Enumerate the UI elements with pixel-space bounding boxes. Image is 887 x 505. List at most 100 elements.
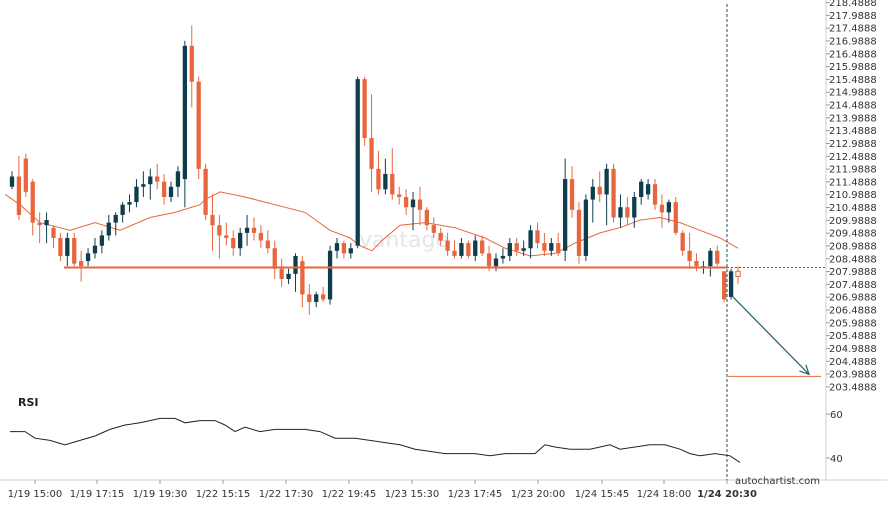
price-tick-label: 203.4888 <box>829 382 877 393</box>
candle-body <box>459 243 464 256</box>
price-tick-label: 217.4888 <box>829 24 877 35</box>
candle <box>528 225 533 259</box>
candle <box>632 191 637 228</box>
candle-body <box>535 230 540 244</box>
price-tick-label: 208.9888 <box>829 241 877 252</box>
candle <box>417 186 423 226</box>
candle <box>127 194 132 213</box>
price-tick-label: 215.9888 <box>829 62 877 73</box>
price-tick-label: 211.9888 <box>829 165 877 176</box>
candle <box>217 214 222 259</box>
candle <box>459 237 464 259</box>
candle-body <box>708 250 713 267</box>
candle-body <box>362 79 367 139</box>
candle-body <box>556 243 561 254</box>
price-tick-label: 210.4888 <box>829 203 877 214</box>
price-tick-label: 209.9888 <box>829 216 877 227</box>
candle-body <box>244 227 250 233</box>
candle <box>300 255 305 308</box>
time-tick-label: 1/19 19:30 <box>133 489 187 500</box>
candle-body <box>632 196 637 218</box>
candle-body <box>493 258 499 267</box>
candle-body <box>30 181 35 223</box>
candle <box>369 94 374 192</box>
candle <box>58 232 63 262</box>
candle <box>231 230 236 256</box>
candle <box>92 237 98 259</box>
candle-body <box>141 184 146 187</box>
candle <box>549 237 554 256</box>
candle-body <box>265 240 270 249</box>
candle-body <box>16 176 22 215</box>
candle-body <box>85 253 91 262</box>
time-axis: 1/19 15:00 1/19 17:15 1/19 19:30 1/22 15:15… <box>8 480 757 500</box>
candle <box>203 163 208 221</box>
rsi-line <box>10 417 741 463</box>
candle <box>424 207 430 231</box>
candle <box>307 284 312 315</box>
candle-body <box>314 294 319 303</box>
candle <box>320 286 326 303</box>
candle-body <box>728 271 734 297</box>
candle <box>556 232 561 256</box>
candle <box>224 222 229 246</box>
candle-body <box>341 243 347 254</box>
price-tick-label: 204.9888 <box>829 344 877 355</box>
candle-body <box>78 261 84 267</box>
time-tick-label: 1/19 15:00 <box>8 489 62 500</box>
candle <box>341 240 347 259</box>
moving-average <box>4 191 739 257</box>
price-tick-label: 215.4888 <box>829 75 877 86</box>
candle-body <box>369 138 374 169</box>
candle <box>175 166 181 197</box>
candle <box>618 194 623 228</box>
candle-body <box>51 227 56 238</box>
price-tick-label: 207.9888 <box>829 267 877 278</box>
candle-body <box>500 255 506 259</box>
candle <box>148 168 153 200</box>
candle-body <box>279 268 284 279</box>
price-tick-label: 211.4888 <box>829 177 877 188</box>
price-tick-label: 204.4888 <box>829 357 877 368</box>
price-tick-label: 214.4888 <box>829 101 877 112</box>
candle <box>327 245 333 305</box>
candle-body <box>300 261 305 295</box>
candle-body <box>722 271 727 300</box>
candle-body <box>673 202 678 233</box>
candle-body <box>397 194 402 197</box>
candle-body <box>473 240 478 256</box>
candle <box>694 253 699 272</box>
price-tick-label: 216.9888 <box>829 36 877 47</box>
candle-body <box>445 240 450 251</box>
candle <box>645 179 651 200</box>
candle <box>431 217 436 238</box>
candle-body <box>238 232 243 249</box>
time-tick-label: 1/22 19:45 <box>322 489 376 500</box>
candle <box>272 240 277 279</box>
candle-body <box>715 250 720 264</box>
levels <box>64 4 826 480</box>
candle-body <box>376 168 381 190</box>
candle-body <box>286 273 291 279</box>
candle-body <box>583 199 589 256</box>
candle <box>196 76 201 180</box>
candle <box>673 196 678 236</box>
candle <box>244 214 250 246</box>
candle-body <box>92 245 98 254</box>
candle-body <box>521 248 526 251</box>
price-tick-label: 214.9888 <box>829 88 877 99</box>
candle <box>542 232 547 256</box>
candle <box>134 179 139 208</box>
candle <box>376 150 381 195</box>
time-tick-label: 1/19 17:15 <box>70 489 124 500</box>
candle <box>99 230 105 254</box>
price-tick-label: 203.9888 <box>829 370 877 381</box>
candle <box>65 232 70 267</box>
candle <box>355 76 360 249</box>
price-tick-label: 206.9888 <box>829 293 877 304</box>
candle-body <box>210 214 215 226</box>
candle <box>9 171 15 190</box>
candle <box>535 222 540 249</box>
candle <box>659 194 665 228</box>
candle-body <box>645 184 651 195</box>
